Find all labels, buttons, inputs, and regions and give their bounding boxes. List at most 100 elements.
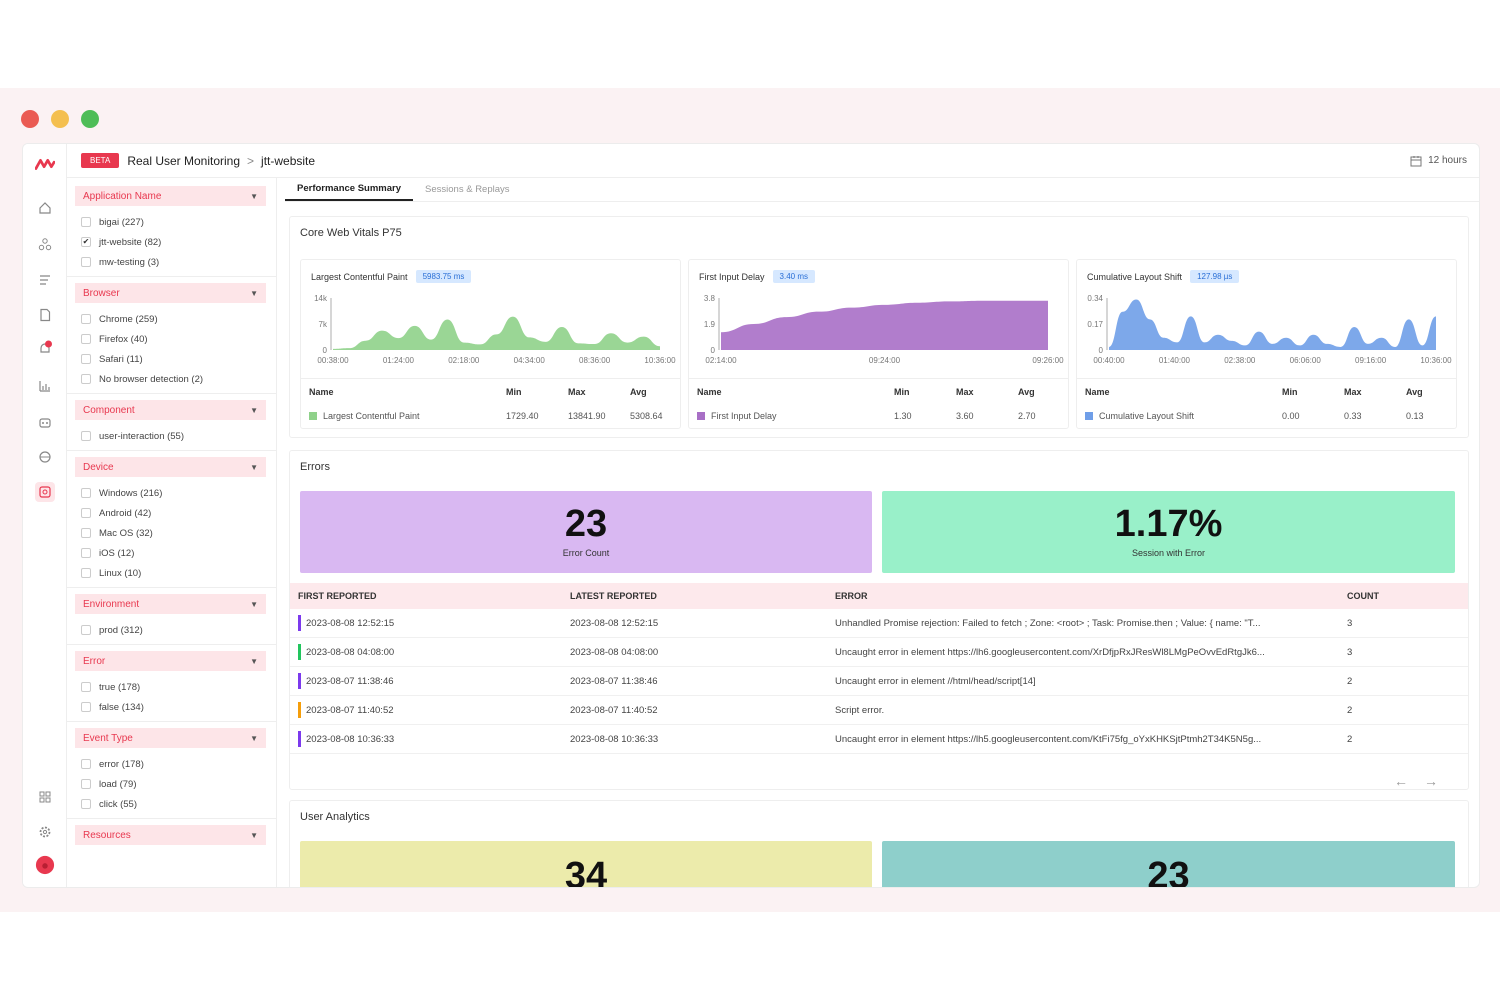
gear-icon[interactable] xyxy=(35,822,55,842)
col-error[interactable]: ERROR xyxy=(835,591,868,601)
filter-option[interactable]: Linux (10) xyxy=(67,563,276,583)
time-range-picker[interactable]: 12 hours xyxy=(1410,155,1467,167)
error-count: 2 xyxy=(1347,733,1353,745)
first-reported: 2023-08-08 10:36:33 xyxy=(306,733,395,745)
minimize-window-button[interactable] xyxy=(51,110,69,128)
avg-value: 2.70 xyxy=(1018,411,1036,421)
checkbox[interactable] xyxy=(81,548,91,558)
vital-badge: 127.98 µs xyxy=(1190,270,1240,283)
checkbox[interactable] xyxy=(81,625,91,635)
filter-option[interactable]: Android (42) xyxy=(67,503,276,523)
filter-option[interactable]: iOS (12) xyxy=(67,543,276,563)
checkbox[interactable] xyxy=(81,682,91,692)
filter-option[interactable]: ✔ jtt-website (82) xyxy=(67,232,276,252)
filter-browser-header[interactable]: Browser ▼ xyxy=(75,283,266,303)
x-tick-label: 09:16:00 xyxy=(1355,356,1387,365)
filter-option[interactable]: Safari (11) xyxy=(67,349,276,369)
filter-option[interactable]: prod (312) xyxy=(67,620,276,640)
latest-reported: 2023-08-08 04:08:00 xyxy=(570,646,659,658)
filter-option[interactable]: click (55) xyxy=(67,794,276,814)
checkbox[interactable] xyxy=(81,528,91,538)
checkbox[interactable] xyxy=(81,314,91,324)
list-icon[interactable] xyxy=(35,270,55,290)
filter-option[interactable]: Chrome (259) xyxy=(67,309,276,329)
maximize-window-button[interactable] xyxy=(81,110,99,128)
next-page-button[interactable]: → xyxy=(1424,773,1454,789)
avg-value: 5308.64 xyxy=(630,411,663,421)
checkbox[interactable] xyxy=(81,759,91,769)
filter-option[interactable]: No browser detection (2) xyxy=(67,369,276,389)
bar-chart-icon[interactable] xyxy=(35,376,55,396)
prev-page-button[interactable]: ← xyxy=(1394,773,1424,789)
globe-icon[interactable] xyxy=(35,447,55,467)
table-row[interactable]: 2023-08-07 11:40:52 2023-08-07 11:40:52 … xyxy=(290,696,1468,725)
filter-event-type-header[interactable]: Event Type ▼ xyxy=(75,728,266,748)
col-count[interactable]: COUNT xyxy=(1347,591,1379,601)
filter-error-header[interactable]: Error ▼ xyxy=(75,651,266,671)
filter-option[interactable]: bigai (227) xyxy=(67,212,276,232)
checkbox[interactable] xyxy=(81,568,91,578)
checkbox[interactable] xyxy=(81,488,91,498)
filter-option[interactable]: user-interaction (55) xyxy=(67,426,276,446)
y-tick-label: 14k xyxy=(314,294,328,303)
checkbox[interactable] xyxy=(81,354,91,364)
apps-icon[interactable] xyxy=(35,787,55,807)
filter-component-header[interactable]: Component ▼ xyxy=(75,400,266,420)
robot-icon[interactable] xyxy=(35,412,55,432)
checkbox[interactable] xyxy=(81,217,91,227)
filter-option[interactable]: load (79) xyxy=(67,774,276,794)
filter-option-label: Mac OS (32) xyxy=(99,527,153,539)
nodes-icon[interactable] xyxy=(35,234,55,254)
user-avatar[interactable] xyxy=(35,855,55,875)
filter-resources-header[interactable]: Resources ▼ xyxy=(75,825,266,845)
col-first-reported[interactable]: FIRST REPORTED xyxy=(298,591,377,601)
checkbox[interactable] xyxy=(81,374,91,384)
filter-application-name-header[interactable]: Application Name ▼ xyxy=(75,186,266,206)
checkbox[interactable] xyxy=(81,508,91,518)
close-window-button[interactable] xyxy=(21,110,39,128)
rum-icon[interactable] xyxy=(35,482,55,502)
logo-icon[interactable] xyxy=(35,154,55,174)
filter-option[interactable]: Firefox (40) xyxy=(67,329,276,349)
legend-swatch xyxy=(309,412,317,420)
breadcrumb-section[interactable]: Real User Monitoring xyxy=(127,153,241,168)
home-icon[interactable] xyxy=(35,198,55,218)
alert-icon[interactable] xyxy=(35,338,55,358)
filter-device-header[interactable]: Device ▼ xyxy=(75,457,266,477)
filter-option-label: Chrome (259) xyxy=(99,313,158,325)
checkbox[interactable] xyxy=(81,702,91,712)
tab-performance-summary[interactable]: Performance Summary xyxy=(285,178,414,201)
filter-option[interactable]: false (134) xyxy=(67,697,276,717)
filter-option[interactable]: mw-testing (3) xyxy=(67,252,276,272)
max-value: 3.60 xyxy=(956,411,974,421)
table-row[interactable]: 2023-08-08 04:08:00 2023-08-08 04:08:00 … xyxy=(290,638,1468,667)
filter-option[interactable]: Mac OS (32) xyxy=(67,523,276,543)
filter-option[interactable]: true (178) xyxy=(67,677,276,697)
checkbox[interactable] xyxy=(81,799,91,809)
filter-option-label: Safari (11) xyxy=(99,353,143,365)
table-row[interactable]: 2023-08-08 12:52:15 2023-08-08 12:52:15 … xyxy=(290,609,1468,638)
filter-option[interactable]: error (178) xyxy=(67,754,276,774)
col-latest-reported[interactable]: LATEST REPORTED xyxy=(570,591,657,601)
table-row[interactable]: 2023-08-08 10:36:33 2023-08-08 10:36:33 … xyxy=(290,725,1468,754)
checkbox[interactable]: ✔ xyxy=(81,237,91,247)
checkbox[interactable] xyxy=(81,334,91,344)
vital-badge: 5983.75 ms xyxy=(415,270,472,283)
checkbox[interactable] xyxy=(81,257,91,267)
filter-environment-header[interactable]: Environment ▼ xyxy=(75,594,266,614)
x-tick-label: 01:40:00 xyxy=(1159,356,1191,365)
filter-option[interactable]: Windows (216) xyxy=(67,483,276,503)
document-icon[interactable] xyxy=(35,305,55,325)
table-row[interactable]: 2023-08-07 11:38:46 2023-08-07 11:38:46 … xyxy=(290,667,1468,696)
checkbox[interactable] xyxy=(81,779,91,789)
filter-option-label: click (55) xyxy=(99,798,138,810)
filter-option-label: user-interaction (55) xyxy=(99,430,185,442)
tab-sessions-replays[interactable]: Sessions & Replays xyxy=(425,184,510,195)
largest-contentful-paint-table: Name Min Max Avg Largest Contentful Pain… xyxy=(301,378,680,428)
col-name: Name xyxy=(1085,386,1110,397)
chevron-down-icon: ▼ xyxy=(250,405,258,415)
error-message: Uncaught error in element https://lh6.go… xyxy=(835,646,1265,658)
core-web-vitals-panel: Core Web Vitals P75 Largest Contentful P… xyxy=(289,216,1469,438)
vital-badge: 3.40 ms xyxy=(772,270,815,283)
checkbox[interactable] xyxy=(81,431,91,441)
